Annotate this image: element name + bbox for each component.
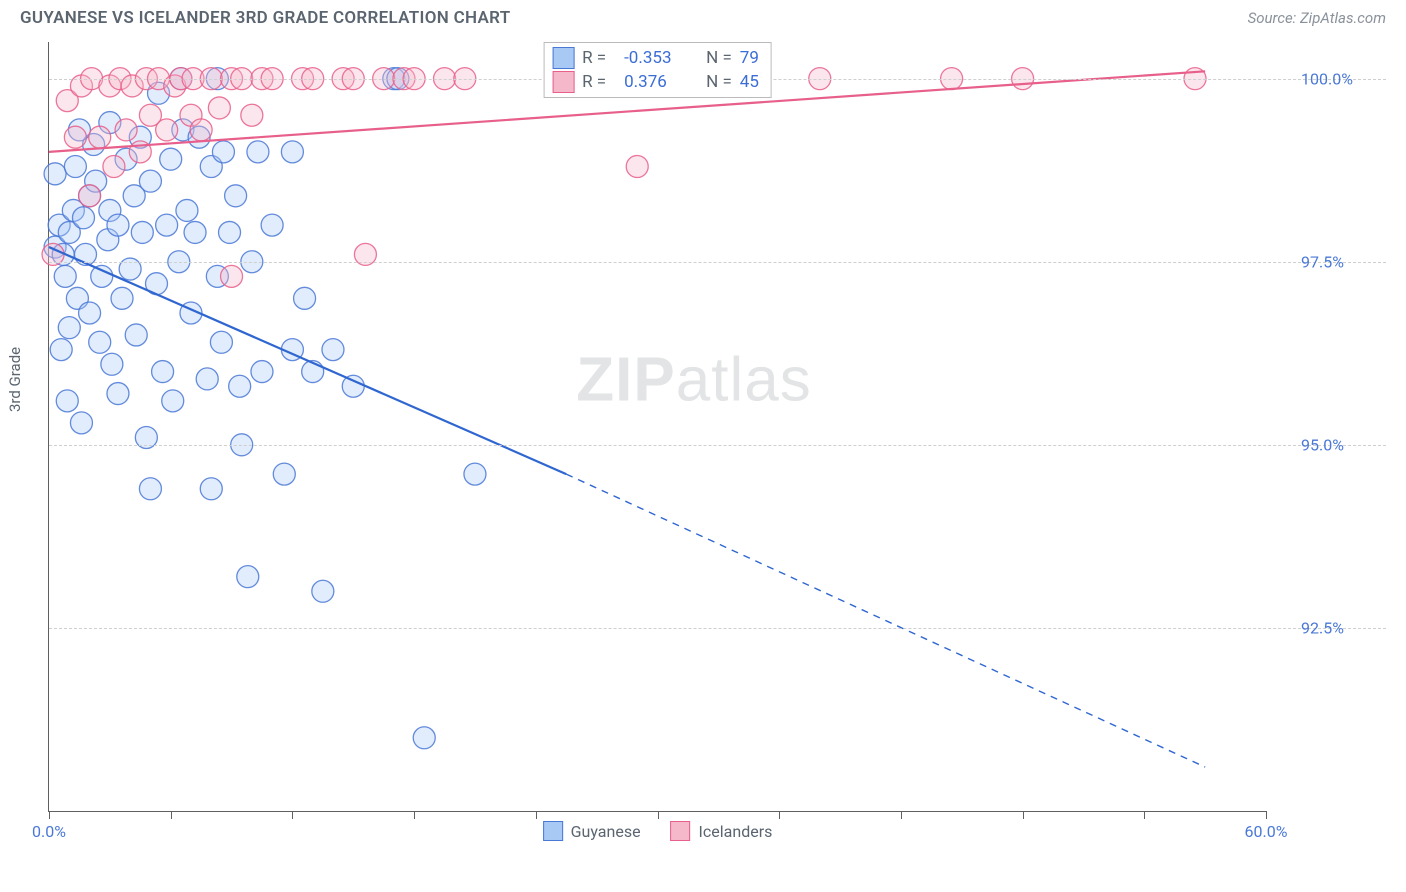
legend-swatch-icelanders (552, 71, 574, 93)
data-point[interactable] (241, 104, 263, 126)
data-point[interactable] (156, 214, 178, 236)
data-point[interactable] (294, 287, 316, 309)
data-point[interactable] (229, 375, 251, 397)
data-point[interactable] (160, 148, 182, 170)
data-point[interactable] (89, 126, 111, 148)
data-point[interactable] (152, 361, 174, 383)
trend-line-extrapolated (566, 474, 1205, 767)
data-point[interactable] (125, 324, 147, 346)
data-point[interactable] (312, 580, 334, 602)
data-point[interactable] (281, 141, 303, 163)
y-tick-label: 100.0% (1271, 69, 1381, 88)
data-point[interactable] (219, 221, 241, 243)
data-point[interactable] (156, 119, 178, 141)
data-point[interactable] (162, 390, 184, 412)
legend-item-icelanders[interactable]: Icelanders (671, 821, 773, 841)
data-point[interactable] (221, 265, 243, 287)
data-point[interactable] (64, 126, 86, 148)
stats-row-icelanders: R =0.376 N =45 (552, 71, 759, 93)
data-point[interactable] (72, 207, 94, 229)
data-point[interactable] (58, 317, 80, 339)
data-point[interactable] (70, 412, 92, 434)
data-point[interactable] (261, 214, 283, 236)
legend-swatch-icon (543, 821, 563, 841)
data-point[interactable] (200, 478, 222, 500)
data-point[interactable] (251, 361, 273, 383)
data-point[interactable] (190, 119, 212, 141)
data-point[interactable] (247, 141, 269, 163)
data-point[interactable] (413, 727, 435, 749)
data-point[interactable] (322, 339, 344, 361)
data-point[interactable] (464, 463, 486, 485)
data-point[interactable] (342, 375, 364, 397)
data-point[interactable] (237, 566, 259, 588)
legend-item-guyanese[interactable]: Guyanese (543, 821, 641, 841)
data-point[interactable] (54, 265, 76, 287)
data-point[interactable] (273, 463, 295, 485)
x-tick-label: 60.0% (1245, 822, 1288, 841)
data-point[interactable] (626, 156, 648, 178)
page-title: GUYANESE VS ICELANDER 3RD GRADE CORRELAT… (20, 8, 510, 28)
y-tick-label: 97.5% (1271, 252, 1381, 271)
data-point[interactable] (225, 185, 247, 207)
legend-swatch-guyanese (552, 47, 574, 69)
legend-swatch-icon (671, 821, 691, 841)
stats-legend: R =-0.353 N =79 R =0.376 N =45 (543, 42, 772, 98)
data-point[interactable] (89, 331, 111, 353)
data-point[interactable] (107, 214, 129, 236)
data-point[interactable] (208, 97, 230, 119)
data-point[interactable] (210, 331, 232, 353)
data-point[interactable] (131, 221, 153, 243)
data-point[interactable] (50, 339, 72, 361)
data-point[interactable] (44, 163, 66, 185)
source-label: Source: ZipAtlas.com (1248, 9, 1386, 27)
data-point[interactable] (103, 156, 125, 178)
data-point[interactable] (111, 287, 133, 309)
y-tick-label: 95.0% (1271, 435, 1381, 454)
chart-container: 3rd Grade ZIPatlas R =-0.353 N =79 R =0.… (48, 42, 1386, 842)
plot-area: ZIPatlas R =-0.353 N =79 R =0.376 N =45 … (48, 42, 1266, 812)
stats-row-guyanese: R =-0.353 N =79 (552, 47, 759, 69)
data-point[interactable] (107, 383, 129, 405)
x-tick-label: 0.0% (32, 822, 66, 841)
data-point[interactable] (184, 221, 206, 243)
data-point[interactable] (79, 185, 101, 207)
data-point[interactable] (91, 265, 113, 287)
trend-line (49, 247, 566, 474)
data-point[interactable] (56, 390, 78, 412)
data-point[interactable] (176, 199, 198, 221)
data-point[interactable] (64, 156, 86, 178)
y-axis-label: 3rd Grade (6, 347, 24, 412)
data-point[interactable] (212, 141, 234, 163)
data-point[interactable] (115, 119, 137, 141)
y-tick-label: 92.5% (1271, 618, 1381, 637)
series-legend: Guyanese Icelanders (543, 821, 773, 841)
scatter-svg (49, 42, 1266, 811)
data-point[interactable] (139, 478, 161, 500)
data-point[interactable] (196, 368, 218, 390)
data-point[interactable] (79, 302, 101, 324)
data-point[interactable] (101, 353, 123, 375)
data-point[interactable] (139, 170, 161, 192)
